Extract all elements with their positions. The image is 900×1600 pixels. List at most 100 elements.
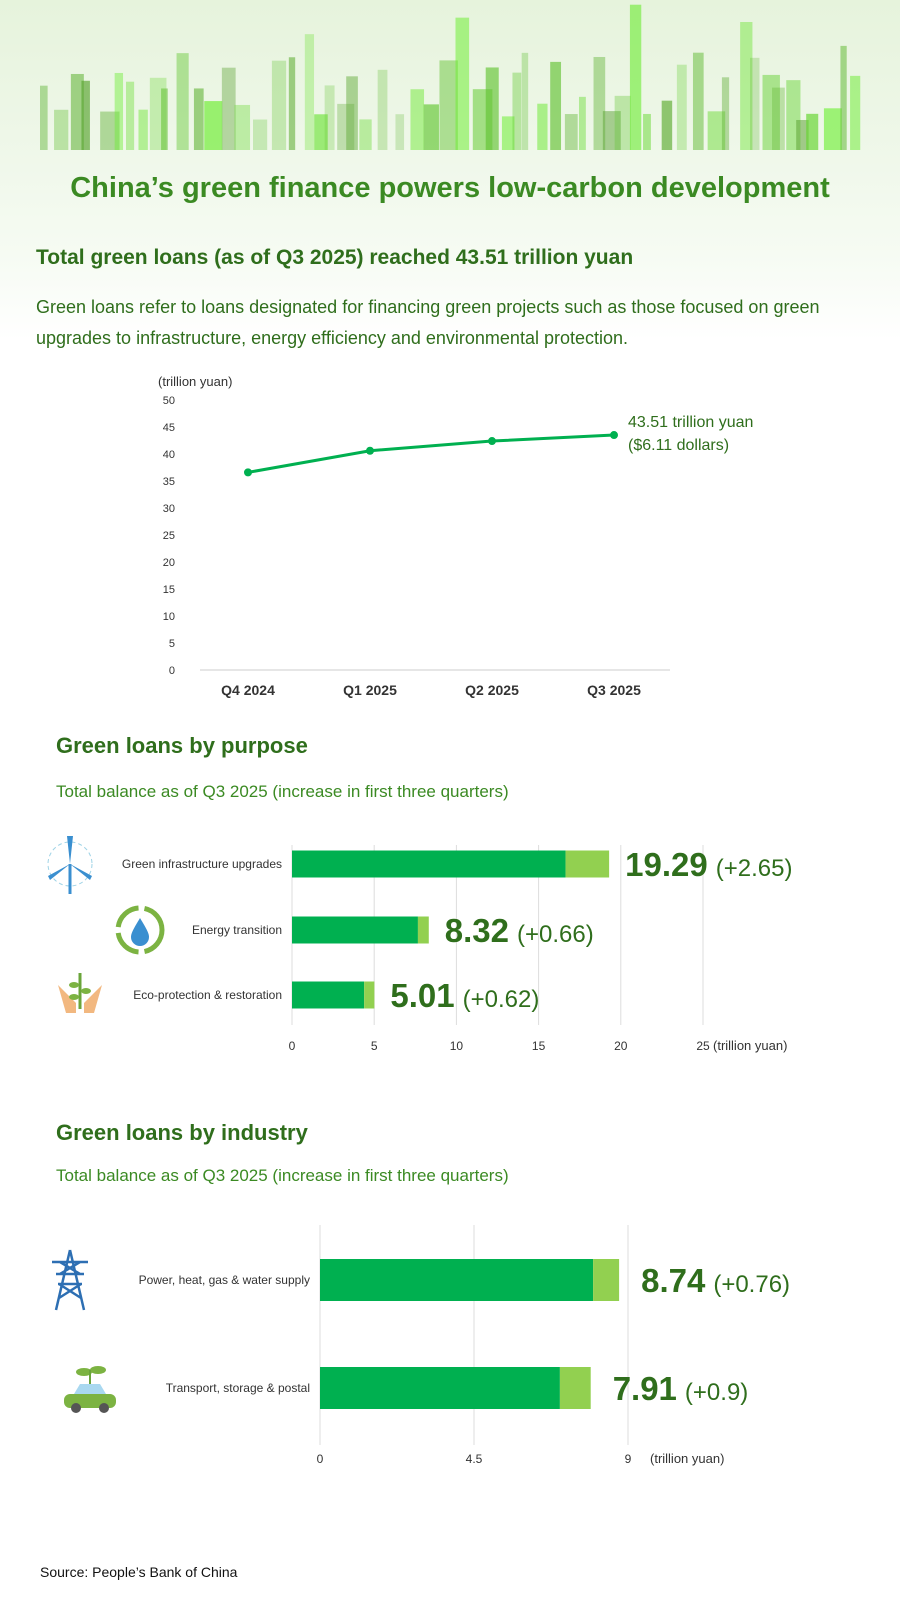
building: [359, 119, 372, 150]
building: [721, 77, 730, 150]
bar-base: [292, 916, 418, 944]
building: [806, 113, 819, 150]
y-axis-label: (trillion yuan): [158, 374, 232, 389]
building: [749, 57, 760, 150]
bar-base: [292, 981, 365, 1009]
purpose-heading: Green loans by purpose: [56, 733, 308, 758]
building: [324, 85, 335, 150]
bar-increase: [565, 850, 610, 878]
building: [762, 74, 780, 150]
building: [125, 81, 135, 150]
data-point: [488, 437, 496, 446]
x-tick-label: Q1 2025: [343, 682, 397, 698]
building: [593, 56, 606, 150]
x-tick-label: 15: [532, 1039, 546, 1053]
value-label: 8.32 (+0.66): [445, 912, 594, 949]
y-tick-label: 15: [163, 584, 175, 596]
building: [271, 60, 287, 150]
building: [455, 17, 470, 150]
category-label: Green infrastructure upgrades: [122, 857, 282, 871]
building: [161, 88, 168, 150]
y-tick-label: 40: [163, 449, 175, 461]
y-tick-label: 25: [163, 530, 175, 542]
header-background: [0, 0, 900, 340]
building: [796, 119, 809, 150]
building: [346, 76, 358, 150]
increase-value: (+0.76): [713, 1271, 790, 1298]
building: [304, 34, 315, 150]
power-tower-icon: [52, 1249, 88, 1311]
building: [221, 67, 236, 150]
bar-increase: [559, 1367, 591, 1409]
building: [377, 69, 388, 150]
wind-turbine-icon: [47, 836, 93, 894]
series-line: [247, 433, 615, 474]
water-drop-recycle-icon: [115, 905, 165, 955]
building: [501, 116, 515, 150]
building: [850, 75, 861, 150]
building: [485, 67, 499, 150]
industry-bar-chart: 0 4.5 9 (trillion yuan) Power, heat, gas & w…: [52, 1225, 790, 1466]
x-tick-label: 0: [289, 1039, 296, 1053]
bar-increase: [593, 1259, 620, 1301]
x-tick-label: 4.5: [466, 1452, 483, 1466]
building: [288, 57, 296, 150]
bar-base: [292, 850, 566, 878]
line-chart: (trillion yuan) 0 5 10 15 20 25 30 35 40 45 50 Q4 20…: [158, 374, 753, 698]
building: [643, 113, 651, 150]
total-value: 8.74: [641, 1262, 706, 1299]
y-tick-label: 30: [163, 503, 175, 515]
building: [395, 114, 405, 150]
bar-increase: [417, 916, 429, 944]
data-point: [244, 468, 252, 477]
building: [692, 52, 704, 150]
x-tick-label: Q2 2025: [465, 682, 519, 698]
building: [114, 72, 124, 150]
building: [70, 73, 84, 150]
industry-subheading: Total balance as of Q3 2025 (increase in…: [56, 1166, 509, 1185]
annotation-line2: ($6.11 dollars): [628, 437, 729, 454]
x-tick-label: Q3 2025: [587, 682, 641, 698]
category-label: Transport, storage & postal: [166, 1381, 310, 1395]
bar-base: [320, 1259, 594, 1301]
building: [410, 89, 425, 150]
eco-car-icon: [64, 1366, 116, 1413]
unit-label: (trillion yuan): [650, 1451, 724, 1466]
building: [629, 4, 642, 151]
building: [840, 45, 847, 151]
building: [602, 111, 621, 150]
category-label: Eco-protection & restoration: [133, 988, 282, 1002]
total-value: 19.29: [625, 846, 708, 883]
building: [252, 119, 268, 150]
category-label: Power, heat, gas & water supply: [139, 1273, 310, 1287]
x-tick-label: 25: [696, 1039, 710, 1053]
building: [740, 21, 753, 150]
x-tick-label: 9: [625, 1452, 632, 1466]
purpose-subheading: Total balance as of Q3 2025 (increase in…: [56, 782, 509, 801]
building: [614, 95, 631, 150]
unit-label: (trillion yuan): [713, 1038, 787, 1053]
purpose-bar-chart: 0 5 10 15 20 25 (trillion yuan) Green infrastru…: [47, 836, 792, 1053]
building: [439, 60, 458, 151]
y-tick-label: 50: [163, 395, 175, 407]
building: [81, 80, 90, 150]
increase-value: (+0.62): [463, 986, 540, 1013]
hands-plant-icon: [58, 973, 102, 1013]
building: [578, 96, 586, 150]
building: [100, 111, 120, 150]
y-tick-label: 20: [163, 557, 175, 569]
value-label: 19.29 (+2.65): [625, 846, 792, 883]
building: [314, 114, 328, 150]
building: [234, 104, 251, 150]
y-tick-label: 35: [163, 476, 175, 488]
x-tick-label: 20: [614, 1039, 628, 1053]
annotation-line1: 43.51 trillion yuan: [628, 414, 753, 431]
increase-value: (+2.65): [716, 855, 793, 882]
building: [772, 87, 785, 150]
building: [193, 88, 204, 150]
subtitle: Total green loans (as of Q3 2025) reache…: [36, 246, 634, 269]
building: [204, 101, 223, 150]
building: [564, 114, 578, 150]
city-skyline-illustration: [40, 4, 861, 151]
building: [676, 64, 687, 150]
